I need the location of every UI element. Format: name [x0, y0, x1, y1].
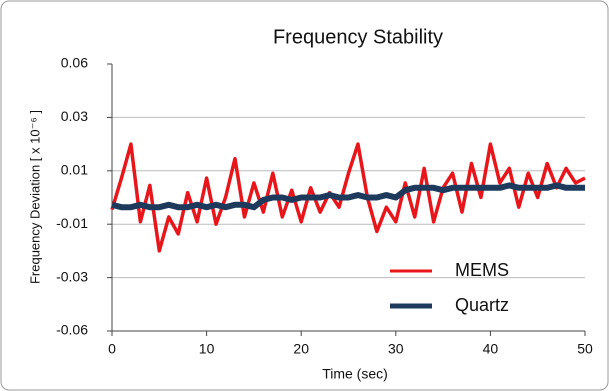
- x-tick-label: 10: [199, 341, 215, 357]
- y-tick-label: -0.06: [56, 322, 88, 338]
- x-tick-label: 30: [388, 341, 404, 357]
- series-line: [110, 142, 586, 253]
- y-axis-label: Frequency Deviation [ x 10⁻⁶ ]: [27, 110, 42, 284]
- x-tick-label: 40: [483, 341, 499, 357]
- chart-title: Frequency Stability: [273, 26, 443, 48]
- y-tick-label: 0.03: [61, 108, 88, 124]
- legend-label: MEMS: [455, 260, 509, 280]
- x-tick-label: 50: [577, 341, 593, 357]
- y-tick-label: -0.01: [56, 215, 88, 231]
- series-line: [111, 182, 585, 211]
- y-tick-label: -0.03: [56, 268, 88, 284]
- y-tick-label: 0.01: [61, 162, 88, 178]
- x-tick-label: 20: [293, 341, 309, 357]
- x-axis-label: Time (sec): [322, 366, 388, 382]
- x-tick-label: 0: [108, 341, 116, 357]
- legend-label: Quartz: [455, 295, 509, 315]
- y-tick-label: 0.06: [61, 55, 88, 71]
